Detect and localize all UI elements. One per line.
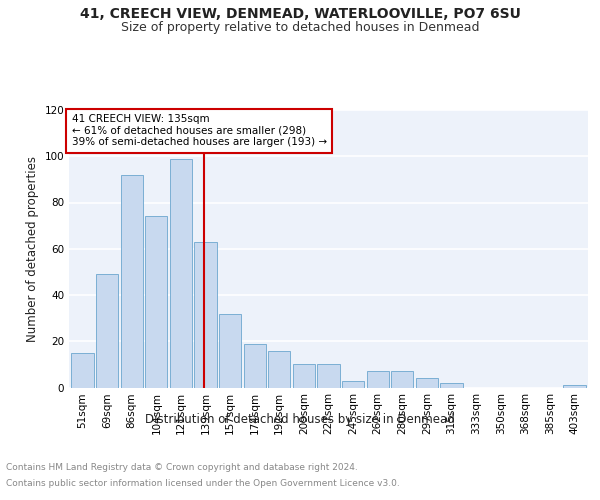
Bar — [342, 380, 364, 388]
Text: Contains public sector information licensed under the Open Government Licence v3: Contains public sector information licen… — [6, 478, 400, 488]
Bar — [563, 385, 586, 388]
Bar — [317, 364, 340, 388]
Text: Size of property relative to detached houses in Denmead: Size of property relative to detached ho… — [121, 21, 479, 34]
Bar — [440, 383, 463, 388]
Bar — [268, 350, 290, 388]
Bar — [293, 364, 315, 388]
Bar — [219, 314, 241, 388]
Bar — [170, 158, 192, 388]
Bar — [244, 344, 266, 388]
Text: Contains HM Land Registry data © Crown copyright and database right 2024.: Contains HM Land Registry data © Crown c… — [6, 464, 358, 472]
Bar — [367, 372, 389, 388]
Text: Distribution of detached houses by size in Denmead: Distribution of detached houses by size … — [145, 412, 455, 426]
Bar — [96, 274, 118, 388]
Text: 41 CREECH VIEW: 135sqm
← 61% of detached houses are smaller (298)
39% of semi-de: 41 CREECH VIEW: 135sqm ← 61% of detached… — [71, 114, 327, 148]
Bar — [145, 216, 167, 388]
Bar — [194, 242, 217, 388]
Y-axis label: Number of detached properties: Number of detached properties — [26, 156, 39, 342]
Bar — [391, 372, 413, 388]
Text: 41, CREECH VIEW, DENMEAD, WATERLOOVILLE, PO7 6SU: 41, CREECH VIEW, DENMEAD, WATERLOOVILLE,… — [80, 8, 520, 22]
Bar — [121, 175, 143, 388]
Bar — [416, 378, 438, 388]
Bar — [71, 353, 94, 388]
